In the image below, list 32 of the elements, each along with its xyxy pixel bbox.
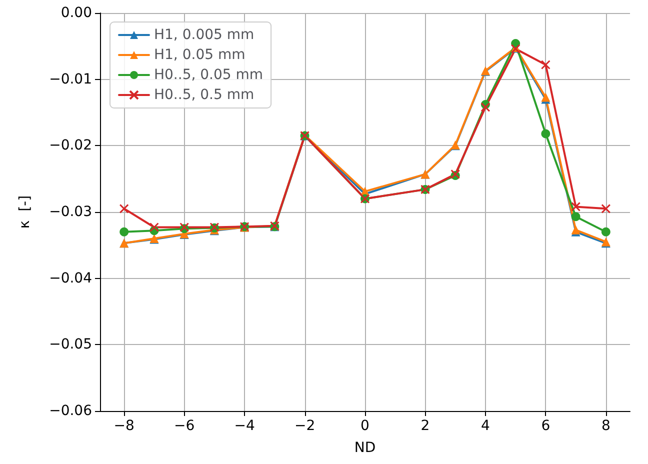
- point: [149, 222, 159, 232]
- point: [571, 212, 580, 222]
- x-tick-label: 0: [360, 418, 370, 434]
- y-tick-label: 0.00: [60, 5, 92, 21]
- point: [541, 129, 550, 138]
- y-tick-label: −0.04: [49, 270, 92, 286]
- point: [601, 227, 610, 236]
- point: [120, 227, 129, 236]
- legend-label: H1, 0.05 mm: [154, 47, 246, 63]
- x-tick-label: 2: [420, 418, 430, 434]
- x-axis-title: ND: [354, 440, 376, 456]
- point: [119, 204, 129, 214]
- x-tick-label: −4: [234, 418, 255, 434]
- y-tick-label: −0.06: [49, 403, 92, 419]
- point: [540, 60, 550, 70]
- y-axis-title: κ [-]: [17, 195, 33, 229]
- x-tick-label: −2: [294, 418, 316, 434]
- y-tick-label: −0.05: [49, 336, 92, 353]
- x-tick-label: −8: [114, 418, 134, 434]
- y-tick-label: −0.01: [49, 71, 92, 88]
- x-tick-label: 4: [480, 418, 490, 434]
- legend-label: H0..5, 0.5 mm: [154, 87, 254, 103]
- legend-label: H0..5, 0.05 mm: [154, 67, 264, 83]
- point: [571, 202, 581, 212]
- legend-label: H1, 0.005 mm: [154, 27, 254, 43]
- x-tick-label: 6: [541, 418, 550, 434]
- y-tick-label: −0.03: [49, 204, 92, 220]
- x-tick-label: 8: [601, 418, 610, 434]
- y-tick-label: −0.02: [49, 138, 92, 154]
- point: [480, 102, 490, 112]
- x-tick-label: −6: [174, 418, 195, 434]
- point: [601, 204, 611, 214]
